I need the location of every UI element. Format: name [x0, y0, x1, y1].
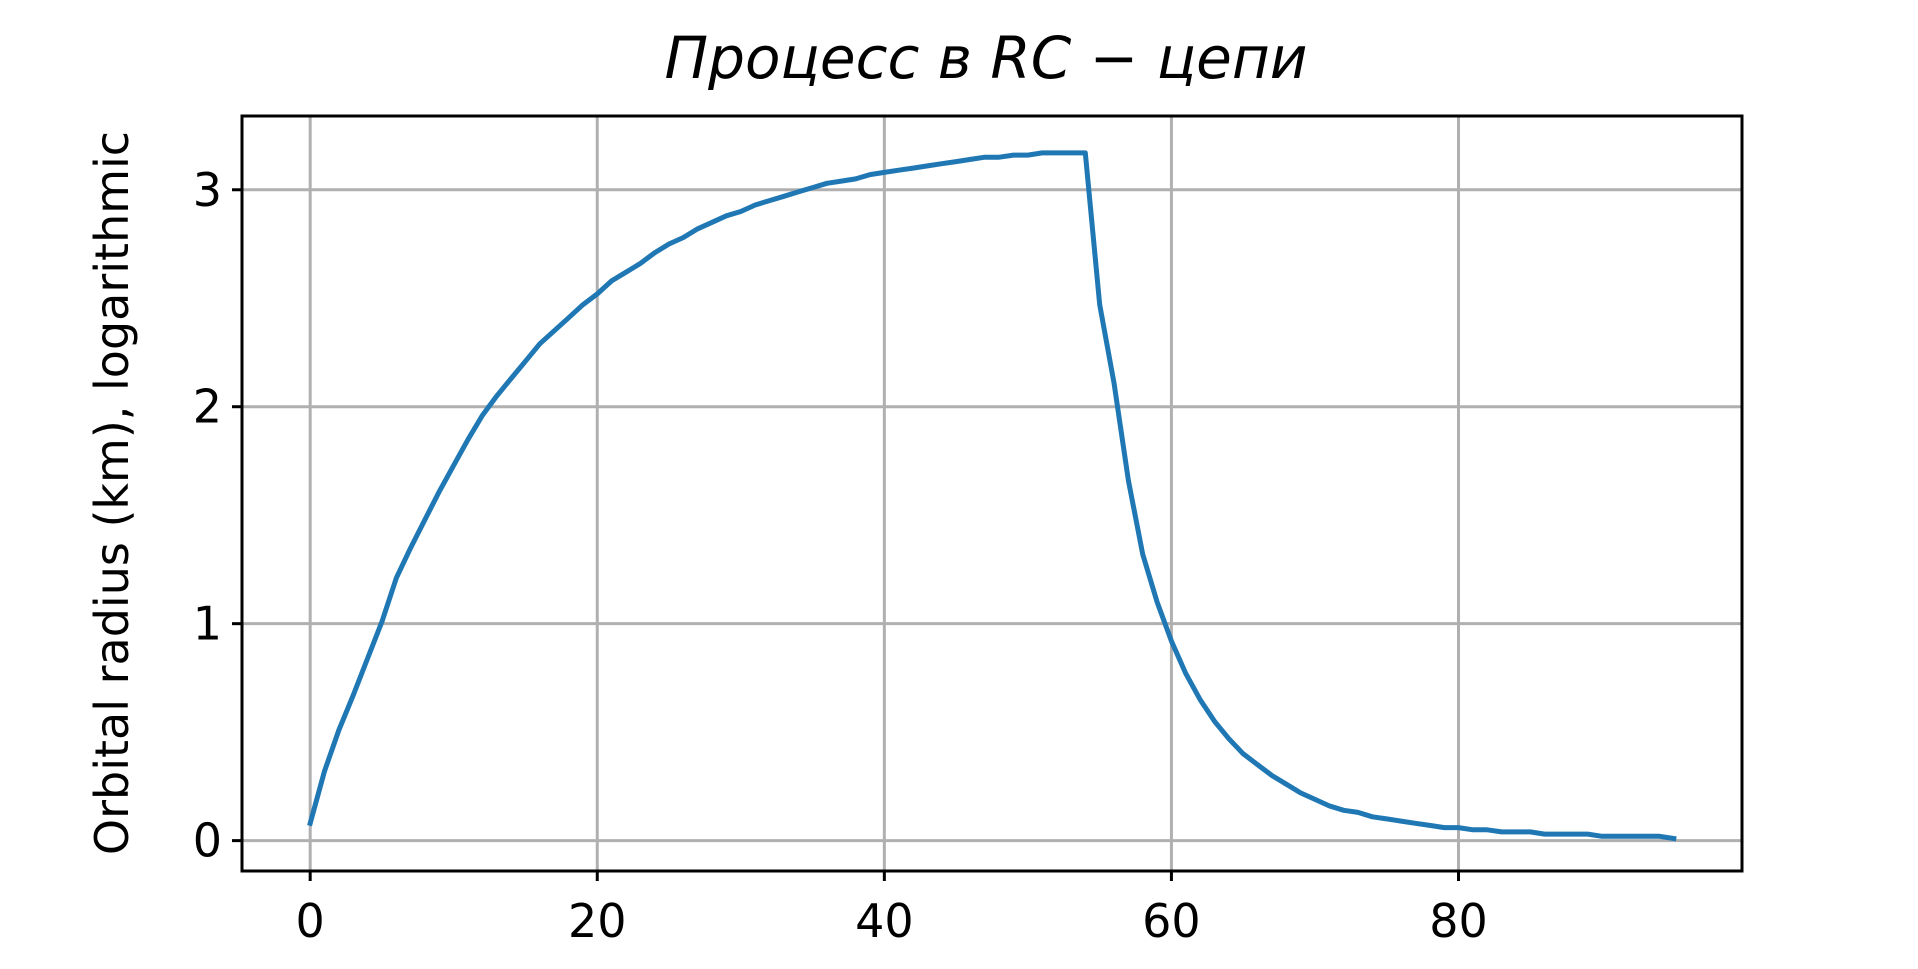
y-tick-label: 0 [193, 814, 222, 868]
y-tick-label: 2 [193, 380, 222, 434]
x-tick-label: 60 [1142, 894, 1201, 948]
chart-title: Процесс в RC − цепи [665, 24, 1308, 92]
series-line [307, 150, 1677, 842]
x-tick-label: 80 [1429, 894, 1488, 948]
x-tick-label: 20 [568, 894, 627, 948]
y-tick-label: 3 [193, 163, 222, 217]
y-tick-label: 1 [193, 597, 222, 651]
series-layer [307, 150, 1677, 842]
axis-ticks: 0 20 40 60 80 0 1 2 3 [193, 163, 1488, 948]
x-tick-label: 40 [855, 894, 914, 948]
grid-lines [242, 116, 1742, 871]
plot-frame [240, 114, 1744, 873]
x-tick-label: 0 [296, 894, 325, 948]
y-axis-label: Orbital radius (km), logarithmic [85, 131, 139, 855]
